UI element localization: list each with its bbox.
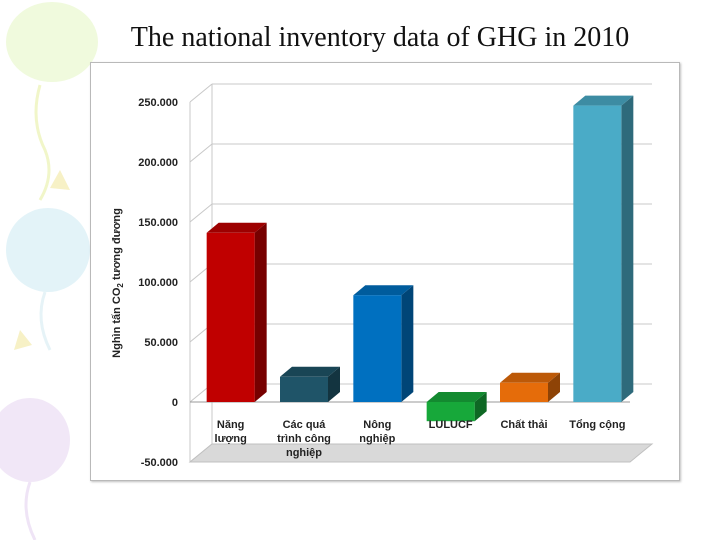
bar-side xyxy=(328,366,340,402)
bar-top xyxy=(573,95,634,106)
x-tick-label: Năng xyxy=(217,419,245,431)
x-tick-label: Chất thải xyxy=(500,419,547,431)
gridline-side xyxy=(189,83,213,103)
bar-top xyxy=(426,392,487,402)
x-tick-label: Tổng cộng xyxy=(569,419,625,431)
y-tick-label: 0 xyxy=(172,397,178,409)
bar xyxy=(353,295,402,402)
x-tick-label: lượng xyxy=(215,433,247,445)
bar-top xyxy=(206,222,267,233)
bar-chart: 250.000 200.000 150.000 100.000 50.000 0 -50.0… xyxy=(138,83,654,469)
bar-side xyxy=(401,285,414,402)
bar-side xyxy=(254,222,267,402)
bar xyxy=(426,402,475,422)
y-axis-title: Nghìn tấn CO2 tương đương xyxy=(110,208,126,358)
x-tick-label: trình công xyxy=(277,433,331,445)
y-tick-label: 100.000 xyxy=(138,277,178,289)
bar-top xyxy=(280,366,340,377)
x-tick-label: nghiệp xyxy=(286,447,322,459)
y-tick-label: 250.000 xyxy=(138,97,178,109)
x-tick-label: LULUCF xyxy=(429,419,473,431)
bar-top xyxy=(500,372,560,383)
gridline-side xyxy=(189,143,213,163)
bar-side xyxy=(474,392,487,422)
y-tick-label: 150.000 xyxy=(138,217,178,229)
chart-floor xyxy=(188,443,654,463)
x-tick-label: nghiệp xyxy=(359,433,395,445)
bar xyxy=(206,232,255,402)
bar xyxy=(280,376,328,402)
x-tick-label: Các quá xyxy=(283,419,327,431)
bar-top xyxy=(353,285,414,296)
gridline-side xyxy=(189,203,213,223)
slide-title: The national inventory data of GHG in 20… xyxy=(130,22,630,53)
bar-side xyxy=(548,372,560,402)
x-tick-label: Nông xyxy=(363,419,391,431)
y-tick-label: -50.000 xyxy=(141,457,178,469)
bar xyxy=(573,105,622,402)
bar xyxy=(500,382,548,402)
y-tick-label: 50.000 xyxy=(144,337,178,349)
y-tick-label: 200.000 xyxy=(138,157,178,169)
bar-side xyxy=(621,95,634,402)
